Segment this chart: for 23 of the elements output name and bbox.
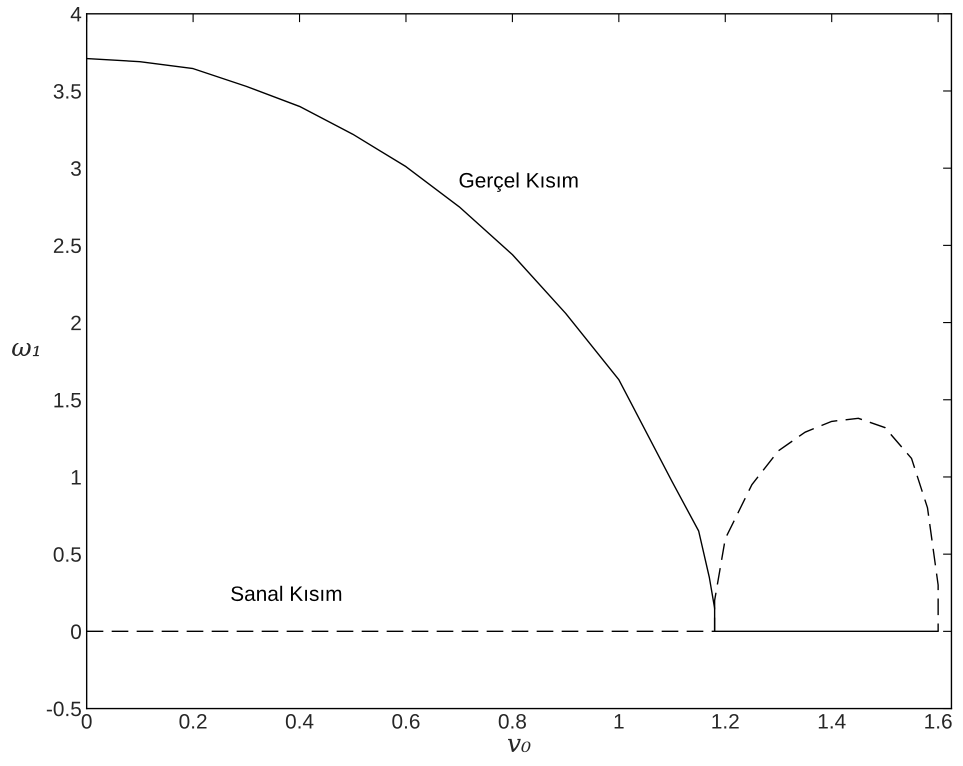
y-tick-label: -0.5 bbox=[46, 702, 81, 716]
y-tick-label: 2 bbox=[71, 316, 81, 330]
series-label: Sanal Kısım bbox=[231, 586, 342, 602]
y-tick-label: 3 bbox=[71, 161, 81, 176]
x-axis-title: v₀ bbox=[508, 738, 530, 752]
y-tick-label: 1 bbox=[72, 470, 81, 485]
x-tick-label: 1.4 bbox=[818, 714, 846, 729]
x-tick-label: 1.6 bbox=[925, 714, 952, 729]
y-axis-title: ω₁ bbox=[12, 342, 39, 356]
y-tick-label: 4 bbox=[70, 7, 82, 22]
x-tick-label: 1.2 bbox=[712, 714, 739, 729]
series-label: Gerçel Kısım bbox=[460, 172, 578, 192]
x-tick-label: 0.8 bbox=[498, 714, 526, 729]
x-tick-label: 0.2 bbox=[179, 714, 207, 729]
x-tick-label: 0.6 bbox=[392, 714, 420, 729]
y-tick-label: 2.5 bbox=[54, 238, 81, 254]
y-tick-label: 1.5 bbox=[54, 392, 81, 408]
y-tick-label: 3.5 bbox=[54, 84, 81, 99]
x-tick-label: 0.4 bbox=[286, 714, 314, 729]
y-tick-label: 0 bbox=[71, 624, 81, 640]
y-tick-label: 0.5 bbox=[54, 547, 81, 562]
x-tick-label: 0 bbox=[82, 714, 92, 729]
x-tick-label: 1 bbox=[614, 714, 624, 729]
